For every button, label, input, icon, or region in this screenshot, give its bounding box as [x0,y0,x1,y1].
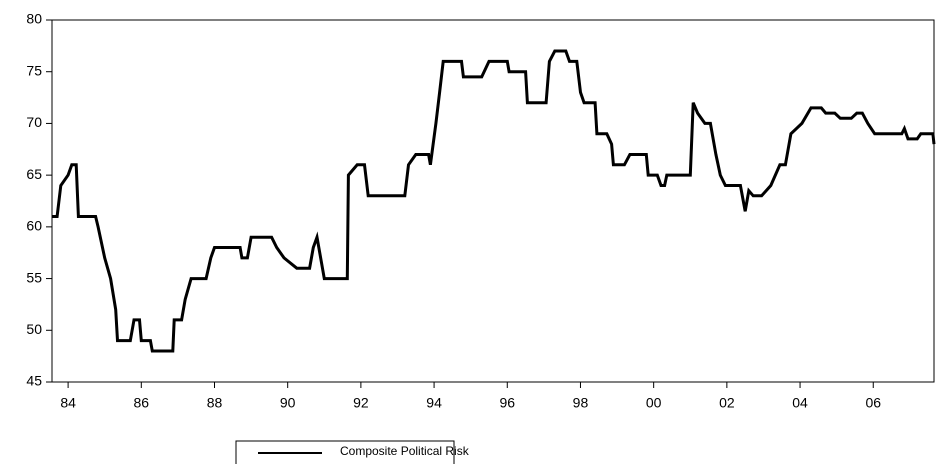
y-tick-label: 80 [26,11,42,27]
plot-frame [51,19,935,383]
x-tick-label: 96 [499,395,515,411]
y-tick-label: 45 [26,373,42,389]
y-tick-label: 60 [26,218,42,234]
line-series [52,49,936,353]
y-tick-label: 55 [26,269,42,285]
x-tick-label: 00 [646,395,662,411]
legend-box [235,440,455,464]
y-tick-label: 70 [26,114,42,130]
x-tick-label: 92 [353,395,369,411]
x-tick-label: 06 [865,395,881,411]
x-tick-label: 90 [280,395,296,411]
y-tick-label: 65 [26,166,42,182]
x-tick-label: 94 [426,395,442,411]
x-tick-label: 88 [207,395,223,411]
y-tick-label: 50 [26,321,42,337]
x-tick-label: 84 [60,395,76,411]
legend-label: Composite Political Risk [340,444,470,458]
x-tick-label: 02 [719,395,735,411]
x-tick-label: 86 [134,395,150,411]
y-tick-label: 75 [26,62,42,78]
x-tick-label: 04 [792,395,808,411]
x-tick-label: 98 [573,395,589,411]
